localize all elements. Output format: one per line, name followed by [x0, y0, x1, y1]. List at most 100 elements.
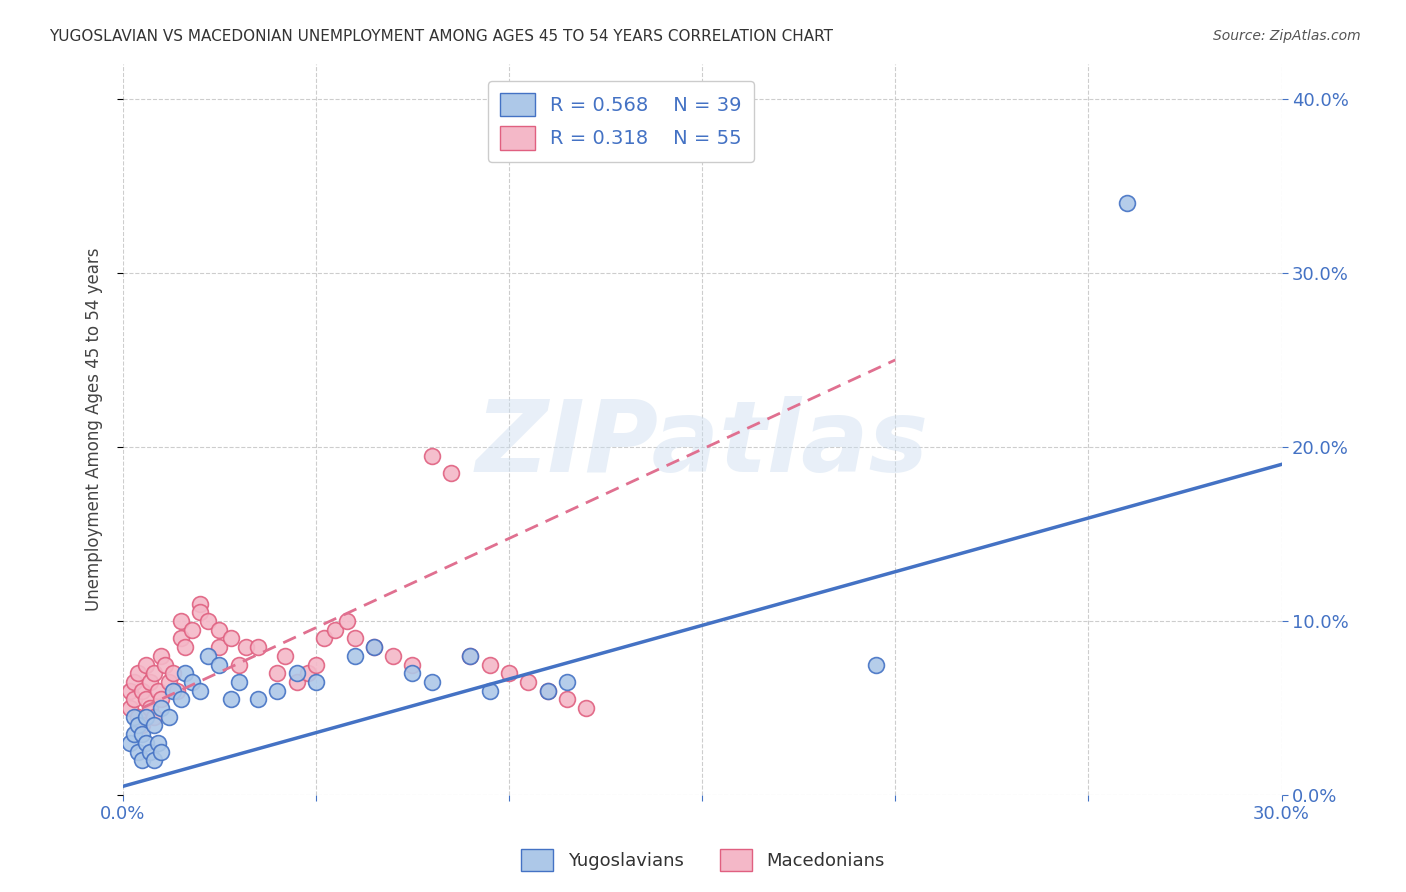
Point [208, 657, 231, 672]
Legend: R = 0.568    N = 39, R = 0.318    N = 55: R = 0.568 N = 39, R = 0.318 N = 55 [488, 81, 754, 161]
Point [246, 640, 269, 654]
Point [266, 683, 288, 698]
Point [181, 674, 204, 689]
Point [312, 632, 335, 646]
Point [343, 648, 366, 663]
Point [146, 683, 169, 698]
Point [555, 674, 578, 689]
Point [498, 666, 520, 681]
Point [197, 614, 219, 628]
Point [555, 692, 578, 706]
Point [131, 683, 153, 698]
Point [127, 666, 149, 681]
Point [162, 683, 184, 698]
Point [285, 666, 308, 681]
Point [166, 683, 188, 698]
Point [181, 623, 204, 637]
Point [420, 674, 443, 689]
Text: Source: ZipAtlas.com: Source: ZipAtlas.com [1213, 29, 1361, 44]
Point [188, 597, 211, 611]
Text: YUGOSLAVIAN VS MACEDONIAN UNEMPLOYMENT AMONG AGES 45 TO 54 YEARS CORRELATION CHA: YUGOSLAVIAN VS MACEDONIAN UNEMPLOYMENT A… [49, 29, 834, 45]
Point [127, 710, 149, 724]
Point [150, 648, 173, 663]
Point [208, 640, 231, 654]
Point [142, 710, 165, 724]
Point [401, 657, 423, 672]
Point [401, 666, 423, 681]
Point [120, 736, 142, 750]
Point [131, 753, 153, 767]
Point [536, 683, 558, 698]
Point [127, 745, 149, 759]
Point [157, 710, 180, 724]
Point [142, 753, 165, 767]
Point [228, 674, 250, 689]
Point [305, 674, 328, 689]
Point [228, 657, 250, 672]
Point [208, 623, 231, 637]
Point [150, 745, 173, 759]
Point [139, 701, 162, 715]
Point [139, 745, 162, 759]
Point [170, 614, 193, 628]
Y-axis label: Unemployment Among Ages 45 to 54 years: Unemployment Among Ages 45 to 54 years [86, 248, 103, 611]
Point [124, 692, 146, 706]
Point [146, 736, 169, 750]
Point [575, 701, 598, 715]
Point [188, 683, 211, 698]
Point [219, 632, 242, 646]
Point [235, 640, 257, 654]
Point [124, 727, 146, 741]
Point [274, 648, 297, 663]
Point [305, 657, 328, 672]
Point [536, 683, 558, 698]
Point [266, 666, 288, 681]
Point [188, 605, 211, 619]
Point [142, 718, 165, 732]
Point [336, 614, 359, 628]
Point [170, 632, 193, 646]
Point [142, 666, 165, 681]
Point [135, 736, 157, 750]
Point [135, 710, 157, 724]
Point [363, 640, 385, 654]
Point [382, 648, 405, 663]
Point [150, 692, 173, 706]
Point [162, 666, 184, 681]
Point [131, 718, 153, 732]
Point [124, 674, 146, 689]
Point [197, 648, 219, 663]
Point [865, 657, 887, 672]
Point [170, 692, 193, 706]
Point [135, 657, 157, 672]
Point [173, 666, 195, 681]
Point [155, 657, 177, 672]
Point [127, 718, 149, 732]
Point [460, 648, 482, 663]
Point [120, 683, 142, 698]
Point [173, 640, 195, 654]
Point [297, 666, 319, 681]
Point [157, 674, 180, 689]
Text: ZIPatlas: ZIPatlas [475, 396, 929, 492]
Point [517, 674, 540, 689]
Point [343, 632, 366, 646]
Point [285, 674, 308, 689]
Point [246, 692, 269, 706]
Point [219, 692, 242, 706]
Point [139, 674, 162, 689]
Legend: Yugoslavians, Macedonians: Yugoslavians, Macedonians [513, 842, 893, 879]
Point [323, 623, 346, 637]
Point [124, 710, 146, 724]
Point [131, 727, 153, 741]
Point [460, 648, 482, 663]
Point [1116, 196, 1139, 211]
Point [478, 657, 501, 672]
Point [135, 692, 157, 706]
Point [478, 683, 501, 698]
Point [363, 640, 385, 654]
Point [420, 449, 443, 463]
Point [150, 701, 173, 715]
Point [440, 466, 463, 480]
Point [120, 701, 142, 715]
